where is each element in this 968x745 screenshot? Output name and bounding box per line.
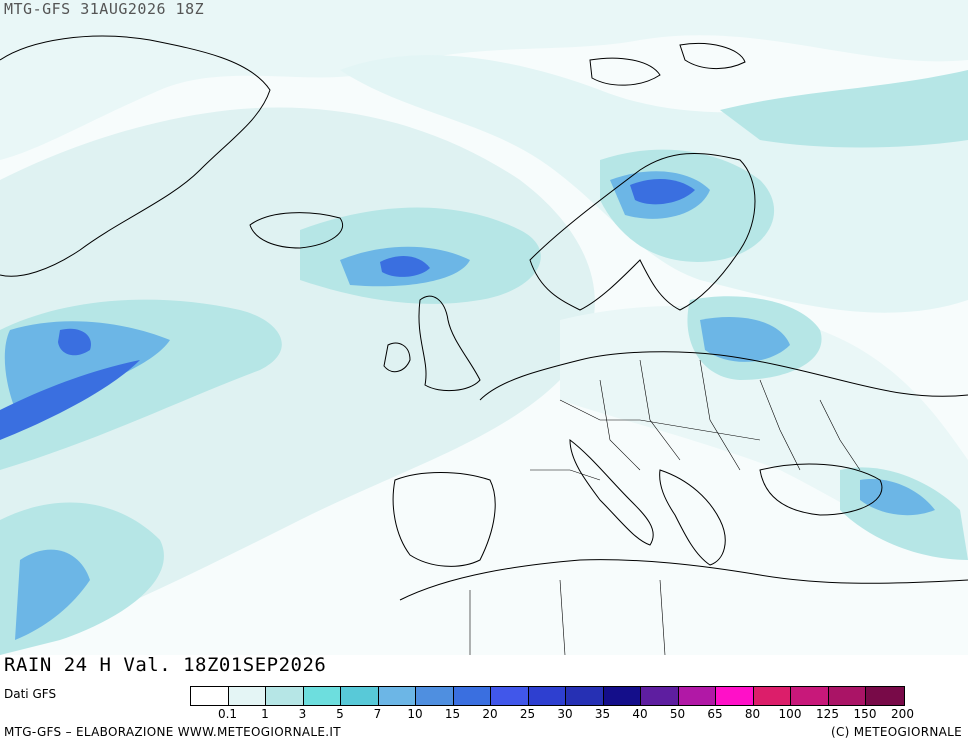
- color-scale-swatch: [678, 687, 716, 705]
- color-scale-swatch: [528, 687, 566, 705]
- color-scale-tick-label: 7: [373, 707, 382, 721]
- color-scale-swatch: [378, 687, 416, 705]
- color-scale-tick-label: 1: [261, 707, 269, 721]
- color-scale-swatch: [566, 687, 604, 705]
- footer-credit: MTG-GFS – ELABORAZIONE WWW.METEOGIORNALE…: [4, 725, 341, 739]
- color-scale-swatch: [603, 687, 641, 705]
- color-scale-swatch: [791, 687, 829, 705]
- model-run-label: MTG-GFS 31AUG2026 18Z: [4, 0, 205, 18]
- color-scale-tick-label: 20: [482, 707, 498, 721]
- color-scale-swatch: [266, 687, 304, 705]
- precipitation-map: [0, 0, 968, 655]
- color-scale-swatch: [303, 687, 341, 705]
- color-scale-tick-label: 15: [444, 707, 461, 721]
- color-scale-tick-label: 100: [778, 707, 802, 721]
- color-scale-swatch: [228, 687, 266, 705]
- color-scale-tick-label: 30: [557, 707, 573, 721]
- coastlines: [0, 35, 968, 601]
- color-scale-tick-label: 65: [707, 707, 723, 721]
- color-scale-tick-label: 35: [594, 707, 611, 721]
- color-scale-tick-label: 200: [891, 707, 914, 721]
- color-scale-swatch: [341, 687, 379, 705]
- color-scale-swatch: [491, 687, 529, 705]
- color-scale-swatch: [866, 687, 904, 705]
- color-scale-tick-label: 10: [407, 707, 423, 721]
- color-scale-swatch: [828, 687, 866, 705]
- color-scale-swatch: [716, 687, 754, 705]
- color-scale-tick-label: 25: [519, 707, 536, 721]
- color-scale-swatch: [753, 687, 791, 705]
- color-scale-swatch: [453, 687, 491, 705]
- footer-copyright: (C) METEOGIORNALE: [830, 725, 962, 739]
- color-scale-swatch: [191, 687, 229, 705]
- color-scale-tick-label: 50: [669, 707, 686, 721]
- rain-intense-areas: [0, 178, 695, 440]
- color-scale-tick-label: 3: [298, 707, 307, 721]
- color-scale-tick-label: 125: [816, 707, 839, 721]
- color-scale-swatch: [416, 687, 454, 705]
- color-scale-tick-label: 80: [744, 707, 761, 721]
- color-scale-tick-label: 5: [336, 707, 344, 721]
- rain-heavier-areas: [4, 171, 935, 640]
- field-title: RAIN 24 H Val. 18Z01SEP2026: [4, 654, 327, 676]
- data-source-label: Dati GFS: [4, 687, 57, 701]
- color-scale-tick-label: 0.1: [217, 707, 238, 721]
- color-scale-bar: [190, 686, 905, 706]
- color-scale-tick-label: 150: [853, 707, 877, 721]
- color-scale-tick-label: 40: [632, 707, 648, 721]
- country-borders: [469, 359, 861, 655]
- color-scale-swatch: [641, 687, 679, 705]
